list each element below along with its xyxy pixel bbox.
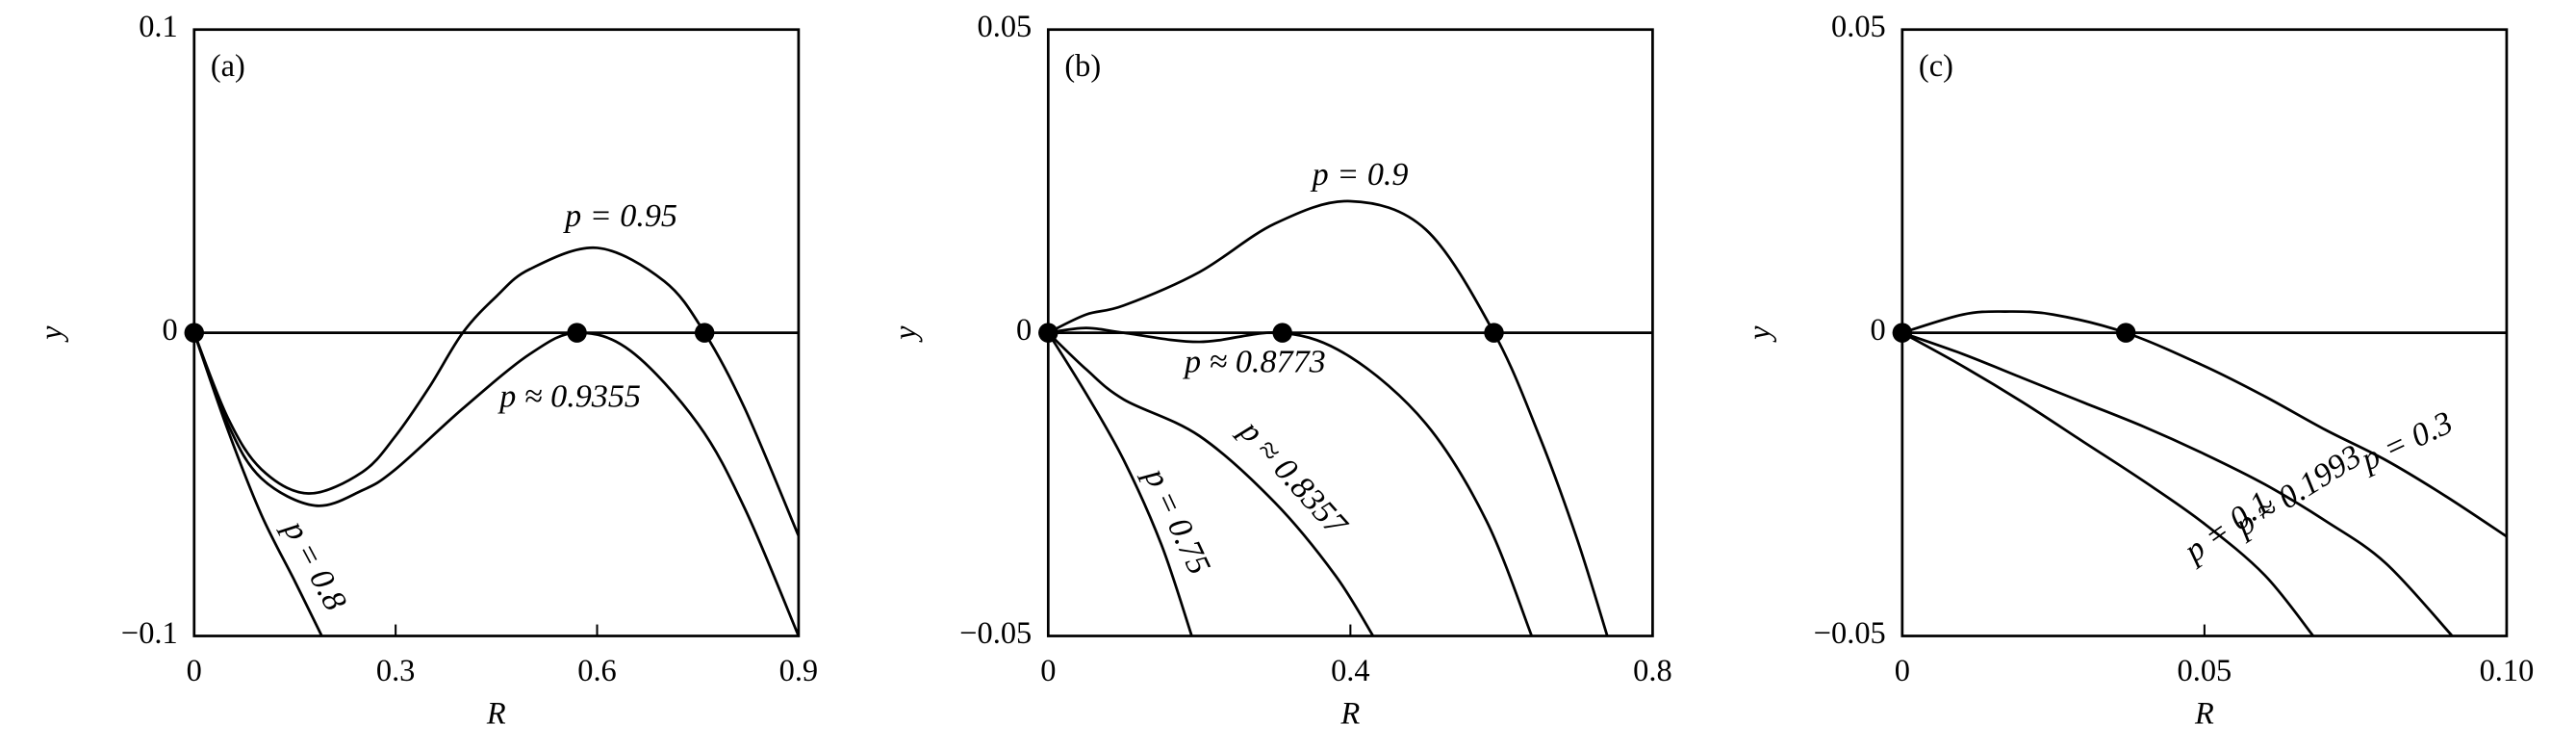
y-tick-label: 0 [1016,313,1032,348]
x-tick-label: 0.8 [1633,654,1672,688]
critical-point [694,323,715,343]
curve-label: p = 0.3 [2355,405,2459,479]
y-axis-label: y [889,325,924,343]
x-axis-label: R [2194,697,2214,732]
critical-point [1272,323,1292,343]
critical-point [1484,323,1504,343]
x-tick-label: 0.3 [376,654,416,688]
x-tick-label: 0.10 [2480,654,2535,688]
curve [1048,199,1609,636]
y-axis-label: y [35,325,69,343]
x-axis-label: R [1339,697,1360,732]
curve [193,332,323,636]
critical-point [567,323,587,343]
curve [1901,331,2315,636]
curve-label: p ≈ 0.8773 [1183,345,1326,380]
y-tick-label: 0.1 [139,10,178,44]
y-tick-label: −0.05 [1814,616,1886,651]
x-axis-label: R [486,697,506,732]
curve-label: p = 0.95 [563,198,677,234]
x-tick-label: 0 [1040,654,1056,688]
curve [1901,310,2507,538]
x-tick-label: 0.4 [1331,654,1370,688]
y-tick-label: 0 [163,313,178,348]
y-tick-label: 0.05 [1831,10,1886,44]
curve-label: p ≈ 0.9355 [497,379,641,415]
panel-tag: (b) [1064,49,1101,84]
curve [1048,326,1534,636]
panel-tag: (c) [1919,49,1953,84]
y-axis-label: y [1743,325,1777,343]
curve [1901,331,2454,636]
curve [1048,331,1193,636]
critical-point [2115,323,2136,343]
y-tick-label: −0.05 [959,616,1032,651]
curve-label: p = 0.75 [1136,461,1217,580]
x-tick-label: 0.9 [779,654,819,688]
x-tick-label: 0 [187,654,202,688]
y-tick-label: 0 [1871,313,1886,348]
panel-tag: (a) [211,49,245,84]
y-tick-label: 0.05 [978,10,1033,44]
x-tick-label: 0 [1895,654,1910,688]
curve [193,246,799,537]
x-tick-label: 0.6 [577,654,617,688]
curve [1048,331,1375,636]
y-tick-label: −0.1 [121,616,178,651]
curve [193,331,799,636]
curve-label: p = 0.9 [1311,157,1409,193]
x-tick-label: 0.05 [2178,654,2232,688]
